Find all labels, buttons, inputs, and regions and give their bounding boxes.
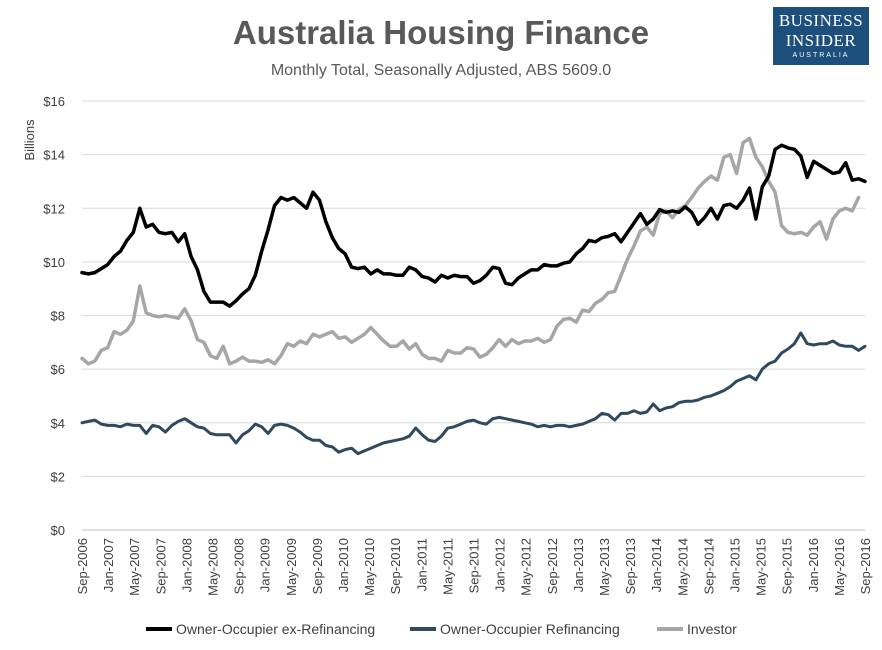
x-tick-label: May-2007: [127, 538, 142, 596]
x-axis-ticks: Sep-2006 Jan-2007 May-2007 Sep-2007 Jan-2008…: [75, 538, 873, 596]
x-tick-label: Jan-2014: [649, 538, 664, 592]
x-tick-label: Sep-2006: [75, 538, 90, 594]
legend-label: Investor: [687, 621, 737, 637]
y-tick-label: $6: [51, 362, 65, 377]
series-line: [80, 136, 861, 366]
x-tick-label: Jan-2012: [493, 538, 508, 592]
x-tick-label: May-2009: [284, 538, 299, 596]
y-axis-ticks: $0 $2 $4 $6 $8 $10 $12 $14 $16: [43, 94, 65, 538]
x-tick-label: Sep-2008: [232, 538, 247, 594]
x-tick-label: May-2008: [206, 538, 221, 596]
x-tick-label: Sep-2012: [545, 538, 560, 594]
logo-line-1: BUSINESS: [778, 11, 864, 30]
y-tick-label: $0: [51, 523, 65, 538]
legend: Owner-Occupier ex-Refinancing Owner-Occup…: [146, 621, 737, 637]
business-insider-logo: BUSINESS INSIDER AUSTRALIA: [773, 7, 869, 65]
y-tick-label: $8: [51, 309, 65, 324]
x-tick-label: May-2015: [754, 538, 769, 596]
x-tick-label: Sep-2011: [467, 538, 482, 593]
y-tick-label: $16: [43, 94, 65, 109]
x-tick-label: May-2010: [362, 538, 377, 596]
y-tick-label: $2: [51, 469, 65, 484]
y-tick-label: $4: [51, 416, 65, 431]
logo-line-2: INSIDER: [785, 31, 857, 50]
gridlines: [82, 100, 865, 531]
x-tick-label: Jan-2009: [258, 538, 273, 592]
x-tick-label: May-2012: [519, 538, 534, 596]
x-tick-label: May-2013: [597, 538, 612, 596]
chart-title: Australia Housing Finance: [232, 14, 650, 51]
x-tick-label: Jan-2010: [336, 538, 351, 592]
x-tick-label: May-2016: [832, 538, 847, 596]
series-line: [80, 331, 867, 456]
legend-label: Owner-Occupier Refinancing: [440, 621, 620, 637]
y-tick-label: $14: [43, 148, 65, 163]
x-tick-label: Jan-2016: [806, 538, 821, 592]
x-tick-label: May-2014: [675, 538, 690, 596]
y-tick-label: $12: [43, 201, 65, 216]
x-tick-label: Sep-2010: [388, 538, 403, 594]
y-tick-label: $10: [43, 255, 65, 270]
legend-label: Owner-Occupier ex-Refinancing: [176, 621, 375, 637]
x-tick-label: Jan-2008: [179, 538, 194, 592]
series-lines: [80, 136, 867, 456]
x-tick-label: May-2011: [440, 538, 455, 595]
y-axis-label: Billions: [22, 119, 37, 161]
x-tick-label: Jan-2011: [414, 538, 429, 591]
x-tick-label: Sep-2013: [623, 538, 638, 594]
x-tick-label: Jan-2015: [728, 538, 743, 592]
x-tick-label: Jan-2013: [571, 538, 586, 592]
logo-line-3: AUSTRALIA: [792, 52, 850, 59]
series-line: [80, 143, 867, 308]
x-tick-label: Sep-2009: [310, 538, 325, 594]
x-tick-label: Sep-2016: [858, 538, 873, 594]
x-tick-label: Sep-2015: [780, 538, 795, 594]
x-tick-label: Sep-2014: [701, 538, 716, 594]
chart-subtitle: Monthly Total, Seasonally Adjusted, ABS …: [270, 62, 612, 79]
x-tick-label: Jan-2007: [101, 538, 116, 592]
x-tick-label: Sep-2007: [153, 538, 168, 594]
